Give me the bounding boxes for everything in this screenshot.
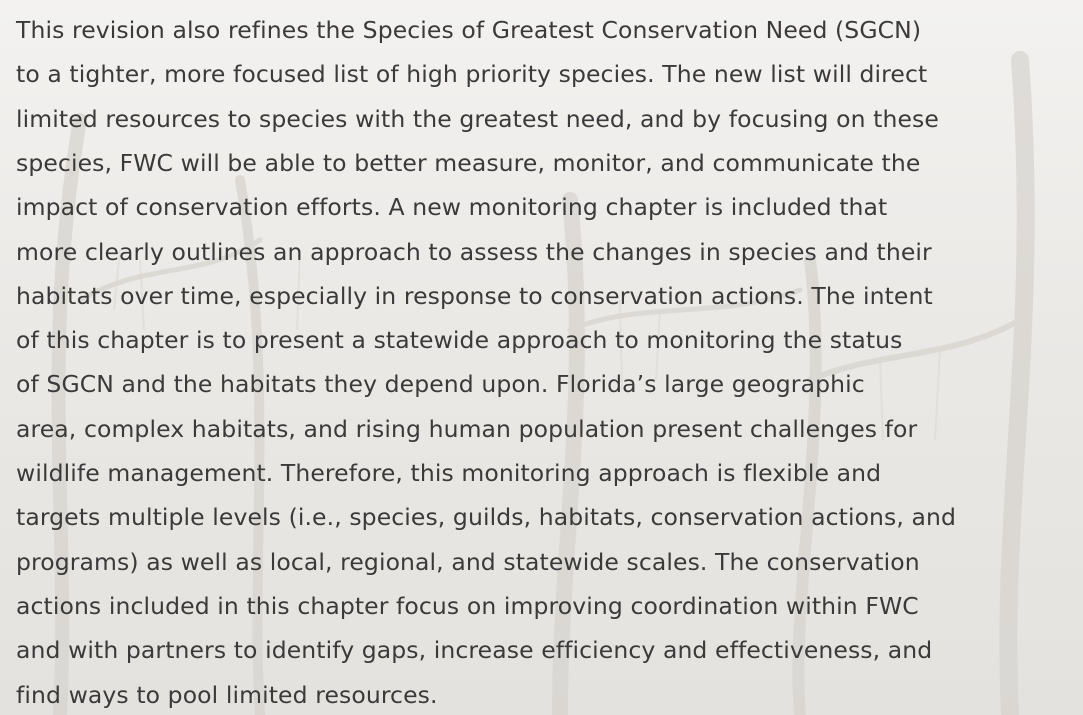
text-line: impact of conservation efforts. A new mo… xyxy=(16,192,887,222)
text-line: of this chapter is to present a statewid… xyxy=(16,325,903,355)
text-line: more clearly outlines an approach to ass… xyxy=(16,237,932,267)
text-line: area, complex habitats, and rising human… xyxy=(16,414,917,444)
page-body: This revision also refines the Species o… xyxy=(0,0,1083,715)
text-line: species, FWC will be able to better meas… xyxy=(16,148,920,178)
text-line: This revision also refines the Species o… xyxy=(16,15,921,45)
text-line: of SGCN and the habitats they depend upo… xyxy=(16,369,865,399)
text-line: targets multiple levels (i.e., species, … xyxy=(16,502,956,532)
text-line: to a tighter, more focused list of high … xyxy=(16,59,927,89)
text-line: wildlife management. Therefore, this mon… xyxy=(16,458,881,488)
text-line: find ways to pool limited resources. xyxy=(16,680,438,710)
text-line: habitats over time, especially in respon… xyxy=(16,281,933,311)
page: Document html, body { margin: 0; padding… xyxy=(0,0,1083,715)
text-line: programs) as well as local, regional, an… xyxy=(16,547,920,577)
text-line: and with partners to identify gaps, incr… xyxy=(16,635,932,665)
text-line: actions included in this chapter focus o… xyxy=(16,591,919,621)
text-line: limited resources to species with the gr… xyxy=(16,104,939,134)
